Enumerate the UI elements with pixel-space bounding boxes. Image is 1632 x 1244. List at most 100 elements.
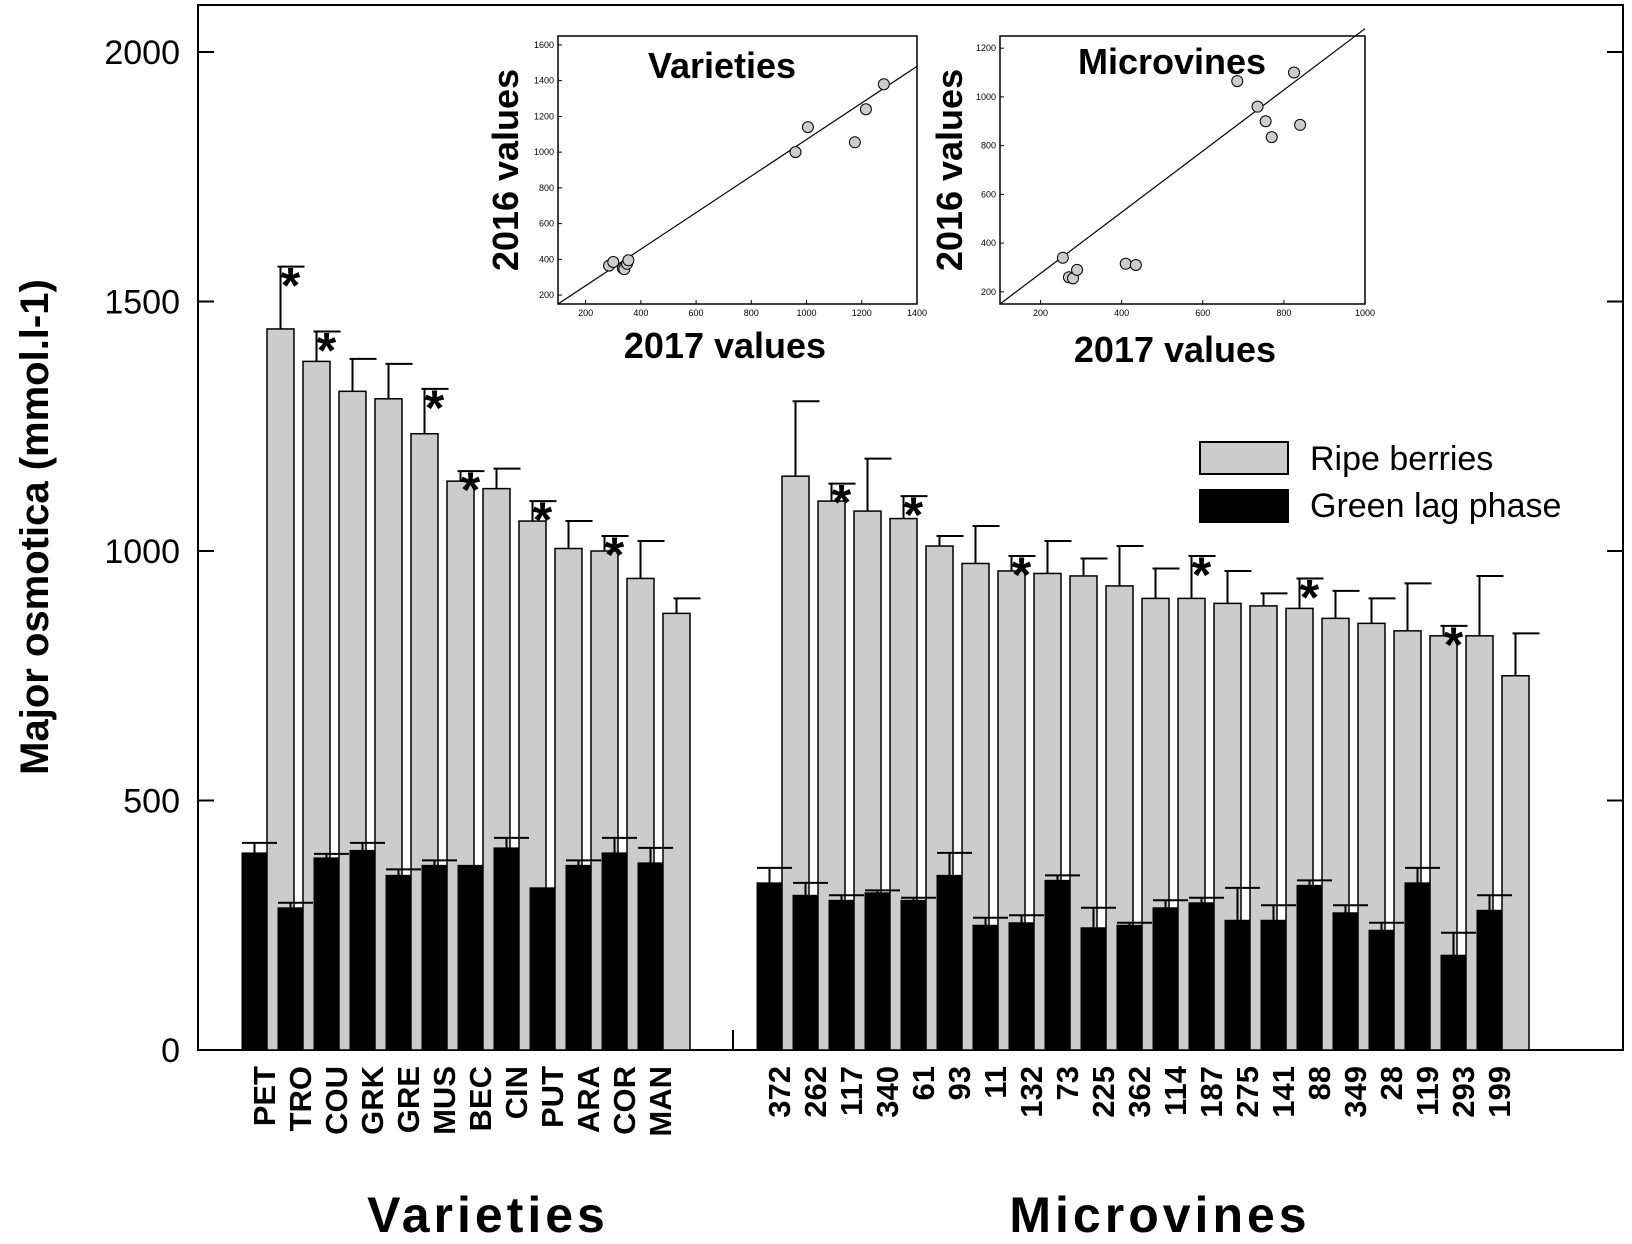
category-label-132: 132 — [1014, 1066, 1049, 1118]
bar-green-BEC — [457, 864, 484, 1051]
bar-green-ARA — [565, 864, 592, 1051]
inset-microvines-xlabel: 2017 values — [1074, 329, 1276, 370]
inset-scatter-point — [1259, 115, 1272, 128]
bar-green-372 — [756, 882, 783, 1051]
category-label-COU: COU — [319, 1066, 354, 1135]
inset-scatter-point — [1119, 257, 1132, 270]
significance-star-MUS: * — [461, 462, 481, 518]
inset-x-tick-label: 1000 — [1355, 308, 1375, 318]
category-label-225: 225 — [1086, 1066, 1121, 1118]
inset-x-tick-label: 200 — [578, 308, 593, 318]
inset-y-tick-label: 1200 — [976, 43, 996, 53]
bar-green-225 — [1080, 927, 1107, 1051]
category-label-TRO: TRO — [283, 1066, 318, 1131]
inset-scatter-point — [1288, 66, 1301, 79]
inset-x-tick-label: 1400 — [907, 308, 927, 318]
bar-green-COR — [601, 852, 628, 1051]
y-tick-label: 500 — [123, 783, 180, 821]
category-label-117: 117 — [834, 1066, 869, 1116]
bar-green-88 — [1296, 884, 1323, 1051]
bar-green-11 — [972, 924, 999, 1051]
category-label-114: 114 — [1158, 1065, 1193, 1116]
inset-x-tick-label: 1200 — [852, 308, 872, 318]
inset-y-tick-label: 600 — [539, 219, 554, 229]
bar-layer — [241, 265, 1540, 1051]
inset-y-tick-label: 600 — [981, 189, 996, 199]
category-label-88: 88 — [1302, 1066, 1337, 1100]
group-label-varieties: Varieties — [367, 1187, 609, 1243]
category-label-PET: PET — [247, 1066, 282, 1126]
bar-green-199 — [1476, 909, 1503, 1051]
inset-y-tick-label: 200 — [981, 287, 996, 297]
y-axis: 0 500 1000 1500 2000 — [104, 34, 1623, 1070]
inset-scatter-point — [848, 136, 861, 149]
inset-varieties-frame — [557, 35, 918, 305]
inset-scatter-point — [1231, 75, 1244, 88]
legend-label-green: Green lag phase — [1310, 487, 1561, 525]
inset-scatter-point — [1294, 118, 1307, 131]
category-label-262: 262 — [798, 1066, 833, 1118]
category-label-372: 372 — [762, 1066, 797, 1118]
inset-y-tick-label: 1000 — [534, 147, 554, 157]
bar-green-141 — [1260, 919, 1287, 1051]
bar-green-275 — [1224, 919, 1251, 1051]
inset-scatter-point — [1129, 259, 1142, 272]
category-label-119: 119 — [1410, 1066, 1445, 1116]
inset-varieties-ylabel: 2016 values — [485, 69, 526, 271]
category-label-349: 349 — [1338, 1066, 1373, 1118]
bar-green-MUS — [421, 864, 448, 1051]
inset-x-tick-label: 600 — [689, 308, 704, 318]
significance-markers: * * * * * * * * * * * * — [281, 258, 1464, 673]
significance-star-114: * — [1192, 547, 1212, 603]
category-labels: PET TRO COU GRK GRE MUS BEC CIN PUT ARA COR MAN 372 2… — [247, 1065, 1517, 1136]
bar-green-132 — [1008, 922, 1035, 1051]
category-label-362: 362 — [1122, 1066, 1157, 1118]
bar-green-340 — [864, 892, 891, 1051]
legend-swatch-ripe — [1199, 441, 1289, 475]
bar-green-262 — [792, 894, 819, 1051]
bar-green-PET — [241, 852, 268, 1051]
significance-star-340: * — [904, 487, 924, 543]
legend-label-ripe: Ripe berries — [1310, 440, 1493, 478]
bar-green-114 — [1152, 907, 1179, 1051]
bar-green-GRK — [349, 849, 376, 1051]
significance-star-TRO: * — [317, 322, 337, 378]
inset-y-tick-label: 800 — [981, 141, 996, 151]
inset-y-tick-label: 1000 — [976, 92, 996, 102]
inset-scatter-point — [801, 121, 814, 134]
inset-microvines-title: Microvines — [1078, 41, 1266, 82]
bar-green-93 — [936, 874, 963, 1051]
category-label-MUS: MUS — [427, 1066, 462, 1135]
bar-green-187 — [1188, 902, 1215, 1051]
inset-scatter-point — [1251, 100, 1264, 113]
category-label-11: 11 — [978, 1066, 1013, 1099]
bar-green-PUT — [529, 887, 556, 1051]
category-label-ARA: ARA — [571, 1066, 606, 1133]
category-label-GRE: GRE — [391, 1066, 426, 1133]
bar-green-TRO — [277, 907, 304, 1051]
category-label-293: 293 — [1446, 1066, 1481, 1118]
inset-microvines: Microvines 2017 values 2016 values 200 40… — [929, 28, 1375, 370]
inset-x-tick-label: 200 — [1033, 308, 1048, 318]
inset-x-tick-label: 600 — [1195, 308, 1210, 318]
significance-star-141: * — [1300, 569, 1320, 625]
legend: Ripe berries Green lag phase — [1199, 440, 1561, 525]
inset-scatter-point — [622, 254, 635, 267]
inset-varieties: Varieties 2017 values 2016 values 200 400… — [485, 35, 927, 366]
y-tick-label: 0 — [161, 1032, 180, 1070]
inset-y-tick-label: 800 — [539, 183, 554, 193]
inset-y-tick-label: 1600 — [534, 40, 554, 50]
category-label-MAN: MAN — [643, 1066, 678, 1137]
bar-green-73 — [1044, 879, 1071, 1051]
inset-varieties-xlabel: 2017 values — [624, 325, 826, 366]
inset-x-tick-label: 800 — [1276, 308, 1291, 318]
significance-star-119: * — [1444, 617, 1464, 673]
category-label-GRK: GRK — [355, 1065, 390, 1135]
inset-scatter-point — [1056, 251, 1069, 264]
inset-scatter-point — [1265, 131, 1278, 144]
bar-green-28 — [1368, 929, 1395, 1051]
inset-x-tick-label: 400 — [1114, 308, 1129, 318]
category-label-61: 61 — [906, 1066, 941, 1100]
category-label-199: 199 — [1482, 1066, 1517, 1118]
